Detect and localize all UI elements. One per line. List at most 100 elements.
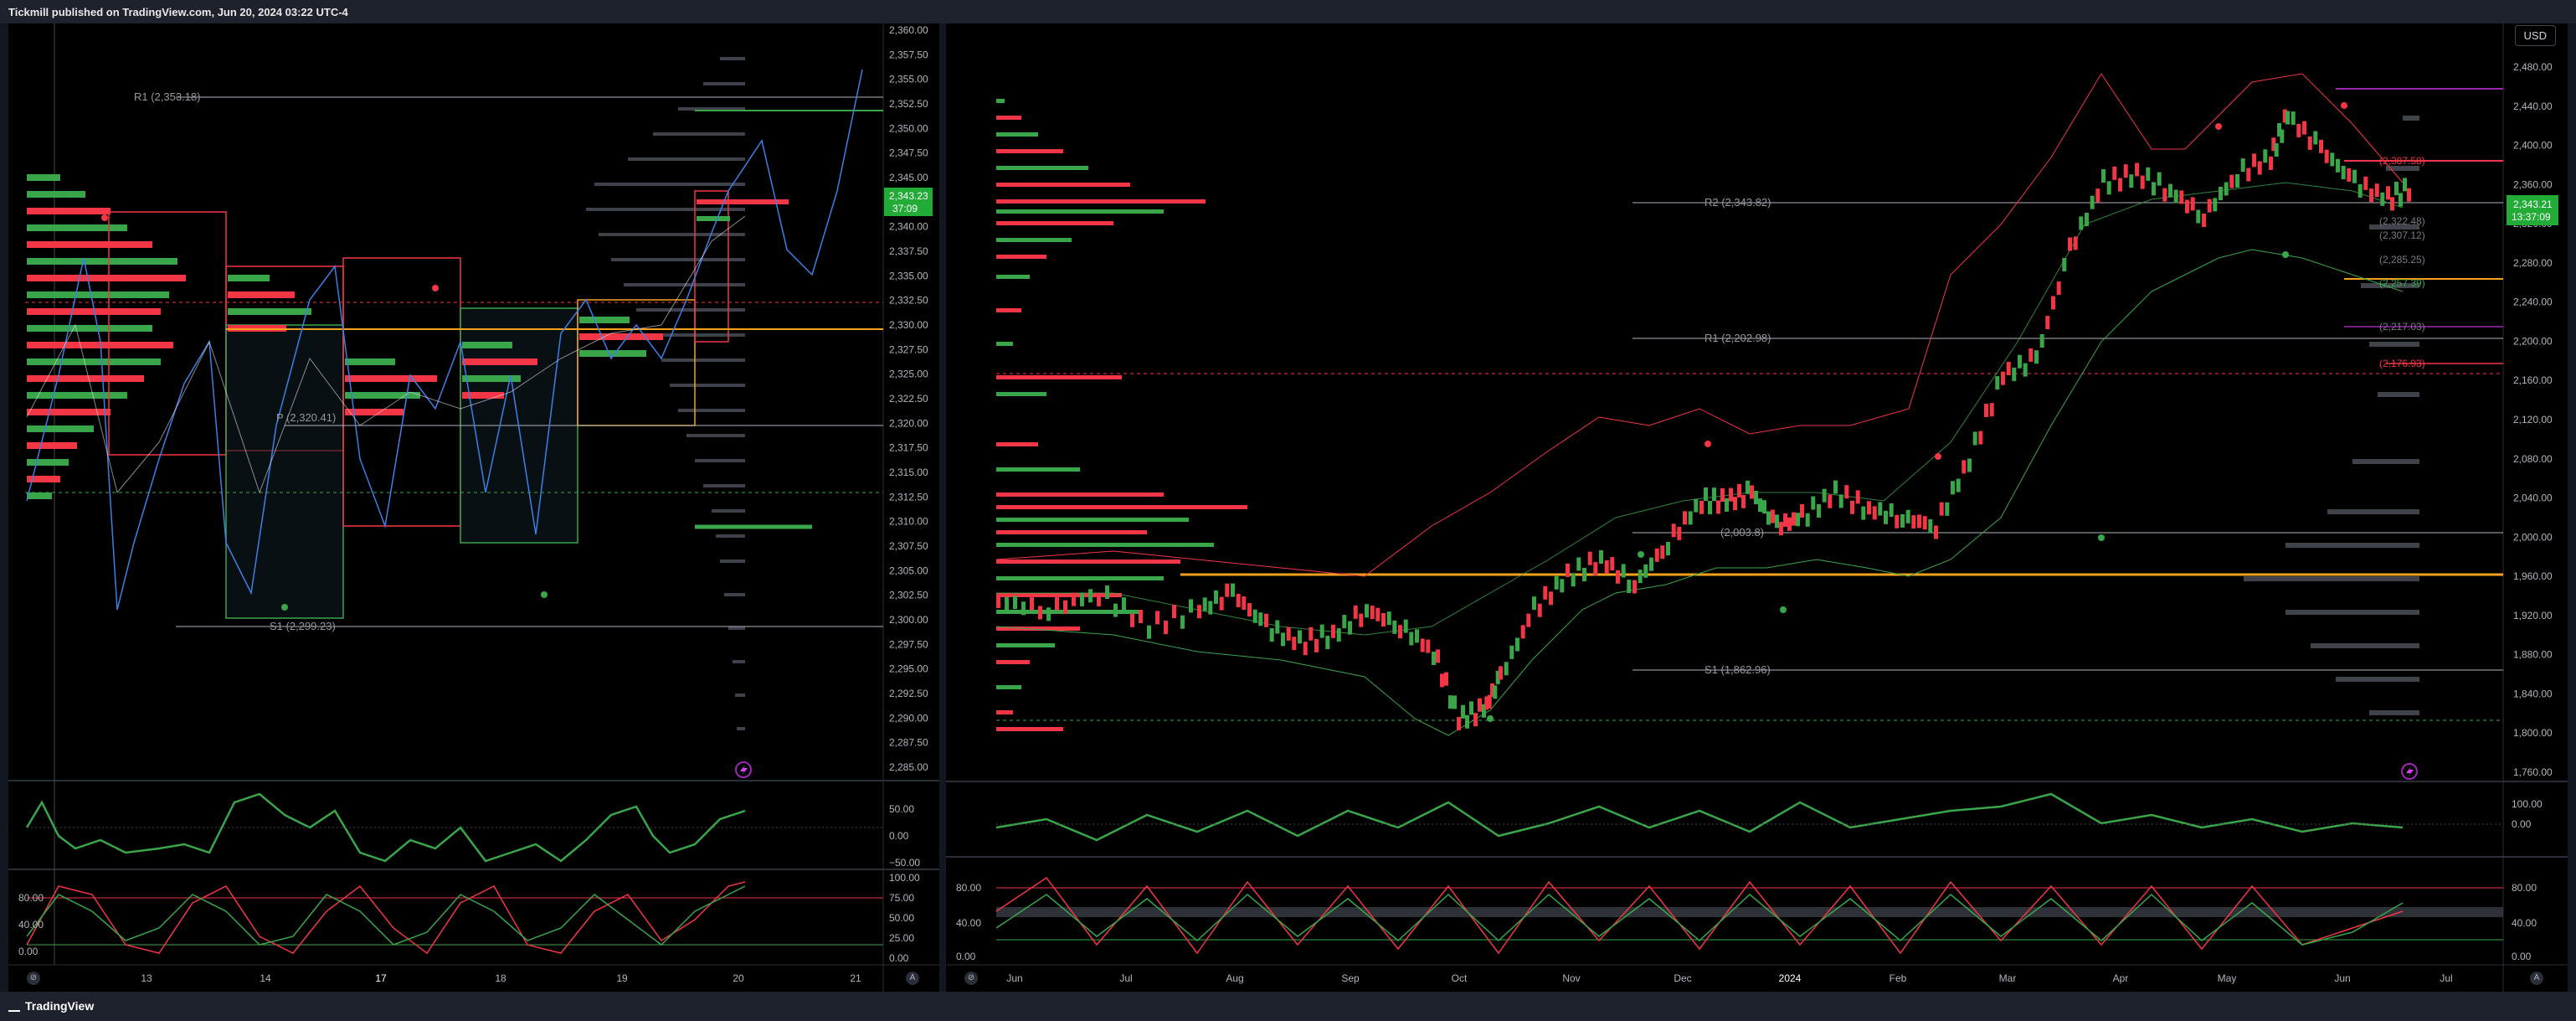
candle <box>2045 316 2050 330</box>
left-price-tick: 2,297.50 <box>889 638 928 650</box>
left-osc2-right-axis: 100.00 75.00 50.00 25.00 0.00 <box>889 872 920 964</box>
candle <box>1654 548 1659 562</box>
left-chart-pane[interactable]: R1 (2,353.18) P (2,320.41) S1 (2,299.23)… <box>8 23 939 992</box>
candle <box>1677 526 1682 540</box>
candle <box>1155 611 1159 625</box>
right-time-tick: 2024 <box>1779 972 1802 984</box>
candle <box>1917 514 1921 529</box>
left-time-tick: 19 <box>616 972 628 984</box>
candle <box>1448 695 1453 709</box>
candle <box>1515 637 1519 652</box>
candle <box>1587 551 1592 565</box>
candle <box>1444 672 1448 686</box>
tradingview-logo[interactable]: TradingView <box>8 999 94 1013</box>
left-price-tick: 2,287.50 <box>889 737 928 749</box>
candle <box>2257 161 2262 175</box>
right-time-tick: Apr <box>2113 972 2129 984</box>
right-dot-8 <box>1487 715 1494 722</box>
left-osc2-right-tick: 0.00 <box>889 952 909 964</box>
candle <box>1275 620 1280 634</box>
tradingview-icon <box>8 1002 20 1013</box>
candle <box>2386 186 2390 200</box>
candle <box>1336 628 1341 642</box>
candle <box>1566 563 1570 577</box>
left-volume-profile-gray <box>586 57 745 730</box>
candle <box>1627 580 1632 594</box>
right-chart-svg[interactable]: R2 (2,343.82) R1 (2,202.98) (2,003.8) S1… <box>946 23 2568 992</box>
right-time-tick: Aug <box>1226 972 1243 984</box>
candle <box>2179 190 2184 204</box>
candle <box>2296 123 2301 137</box>
candle <box>1097 592 1101 606</box>
candle <box>2090 195 2095 209</box>
left-osc1-axis-0: 50.00 <box>889 803 914 815</box>
candle <box>1252 609 1257 623</box>
left-price-tick: 2,295.00 <box>889 663 928 675</box>
left-osc2-right-tick: 100.00 <box>889 872 920 884</box>
candle <box>2291 111 2296 126</box>
candle <box>1616 570 1620 584</box>
left-time-axis[interactable]: 13 14 17 18 19 20 21 <box>141 972 861 984</box>
right-osc1-line <box>995 792 2404 842</box>
left-price-tick: 2,290.00 <box>889 712 928 724</box>
candle <box>1643 564 1648 578</box>
candle <box>2274 143 2279 157</box>
right-osc2-green <box>995 893 2404 946</box>
candle <box>1457 716 1461 730</box>
candle <box>1599 550 1603 564</box>
candle <box>1978 431 1983 445</box>
candle <box>1962 460 1967 474</box>
candle <box>1225 583 1230 597</box>
candle <box>2106 181 2111 195</box>
right-time-axis[interactable]: Jun Jul Aug Sep Oct Nov Dec 2024 Feb Mar Apr May Jun… <box>1006 972 2452 984</box>
lightning-icon[interactable] <box>735 761 752 778</box>
left-price-axis[interactable]: 2,360.00 2,357.50 2,355.00 2,352.50 2,350.00… <box>889 24 928 773</box>
right-osc2-right-axis-1: 40.00 <box>2512 917 2537 929</box>
left-price-tick: 2,327.50 <box>889 343 928 355</box>
right-side-level-label: (2,285.25) <box>2379 254 2425 266</box>
left-chart-svg[interactable]: R1 (2,353.18) P (2,320.41) S1 (2,299.23)… <box>8 23 939 992</box>
candle <box>2157 172 2162 186</box>
candle <box>1787 517 1792 531</box>
candle <box>2168 183 2172 198</box>
candle <box>1231 583 1235 597</box>
candle <box>1392 620 1397 634</box>
left-axis-settings-button[interactable]: ⊘ <box>27 972 40 985</box>
candle <box>1269 628 1274 642</box>
right-side-level-label: (2,322.48) <box>2379 215 2425 227</box>
left-pivot-s1: S1 (2,299.23) <box>270 620 336 632</box>
candle <box>1771 509 1775 523</box>
right-time-tick: Jul <box>1119 972 1132 984</box>
candle <box>1956 478 1961 492</box>
candle <box>1850 500 1854 514</box>
right-auto-scale-button[interactable]: A <box>2530 972 2543 985</box>
candle <box>1861 506 1866 520</box>
left-price-tick: 2,315.00 <box>889 467 928 478</box>
candle <box>1972 431 1977 446</box>
right-axis-settings-button[interactable]: ⊘ <box>964 972 978 985</box>
candle <box>2363 176 2368 190</box>
lightning-icon[interactable] <box>2401 763 2418 780</box>
right-dot-3 <box>2282 251 2289 258</box>
right-volume-profile <box>996 99 1247 731</box>
candle <box>1699 500 1704 514</box>
candle <box>1264 613 1268 627</box>
left-auto-scale-button[interactable]: A <box>906 972 919 985</box>
candle <box>1922 516 1927 530</box>
candle <box>2347 168 2352 182</box>
right-price-axis[interactable]: 2,480.002,440.002,400.002,360.002,320.00… <box>2513 61 2553 778</box>
candle <box>1945 502 1950 516</box>
candle <box>1593 562 1598 576</box>
candle <box>1403 619 1408 633</box>
candle <box>2235 173 2239 188</box>
candle <box>1325 636 1330 649</box>
currency-button[interactable]: USD <box>2514 25 2556 46</box>
candle <box>1878 502 1883 516</box>
candle <box>1811 496 1816 510</box>
candle <box>1409 632 1414 646</box>
right-chart-pane[interactable]: R2 (2,343.82) R1 (2,202.98) (2,003.8) S1… <box>946 23 2568 992</box>
right-time-tick: May <box>2218 972 2237 984</box>
candle <box>2403 178 2407 192</box>
candle <box>2280 129 2285 143</box>
right-price-tick: 1,880.00 <box>2513 649 2553 661</box>
